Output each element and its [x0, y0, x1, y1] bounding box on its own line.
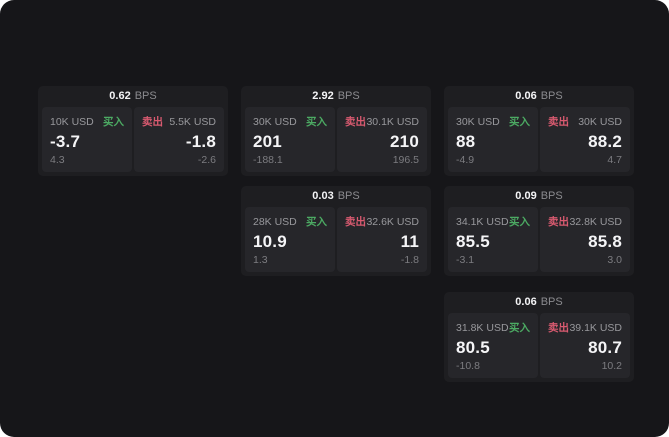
- quote-card: 0.62 BPS 10K USD 买入 -3.7 4.3 卖出 5.5K USD…: [38, 86, 228, 176]
- bps-header: 0.06 BPS: [448, 292, 630, 313]
- quote-card: 2.92 BPS 30K USD 买入 201 -188.1 卖出 30.1K …: [241, 86, 431, 176]
- sell-side-label: 卖出: [345, 116, 366, 128]
- buy-sub-value: -188.1: [253, 154, 283, 166]
- bps-header: 0.09 BPS: [448, 186, 630, 207]
- bps-unit-label: BPS: [540, 190, 563, 202]
- bps-header: 0.03 BPS: [245, 186, 427, 207]
- quote-card: 0.09 BPS 34.1K USD 买入 85.5 -3.1 卖出 32.8K…: [444, 186, 634, 276]
- sell-sub-value: 10.2: [601, 360, 622, 372]
- buy-side-label: 买入: [509, 116, 530, 128]
- bps-unit-label: BPS: [337, 90, 360, 102]
- buy-amount: 30K USD: [253, 115, 297, 128]
- bps-value: 0.09: [515, 190, 537, 202]
- bps-unit-label: BPS: [337, 190, 360, 202]
- buy-sub-value: -3.1: [456, 254, 475, 266]
- sell-price: -1.8: [185, 131, 216, 151]
- sell-price: 80.7: [588, 337, 622, 357]
- sell-price: 88.2: [588, 131, 622, 151]
- sell-panel[interactable]: 卖出 30K USD 88.2 4.7: [540, 107, 630, 172]
- buy-price: 85.5: [456, 231, 490, 251]
- sell-sub-value: -2.6: [197, 154, 216, 166]
- buy-side-label: 买入: [103, 116, 124, 128]
- buy-price: 10.9: [253, 231, 287, 251]
- buy-side-label: 买入: [306, 116, 327, 128]
- sell-sub-value: 4.7: [607, 154, 622, 166]
- bps-value: 0.06: [515, 296, 537, 308]
- buy-amount: 34.1K USD: [456, 215, 509, 228]
- buy-price: 88: [456, 131, 476, 151]
- bps-header: 0.62 BPS: [42, 86, 224, 107]
- bps-unit-label: BPS: [134, 90, 157, 102]
- sell-sub-value: 196.5: [392, 154, 419, 166]
- quote-card: 0.06 BPS 30K USD 买入 88 -4.9 卖出 30K USD 8…: [444, 86, 634, 176]
- sell-amount: 5.5K USD: [169, 115, 216, 128]
- buy-price: 201: [253, 131, 282, 151]
- bps-unit-label: BPS: [540, 90, 563, 102]
- sell-side-label: 卖出: [548, 116, 569, 128]
- sell-sub-value: 3.0: [607, 254, 622, 266]
- bps-value: 0.06: [515, 90, 537, 102]
- sell-panel[interactable]: 卖出 39.1K USD 80.7 10.2: [540, 313, 630, 378]
- sell-panel[interactable]: 卖出 32.6K USD 11 -1.8: [337, 207, 427, 272]
- sell-price: 11: [400, 231, 419, 251]
- sell-panel[interactable]: 卖出 5.5K USD -1.8 -2.6: [134, 107, 224, 172]
- buy-panel[interactable]: 10K USD 买入 -3.7 4.3: [42, 107, 132, 172]
- buy-side-label: 买入: [509, 322, 530, 334]
- buy-sub-value: -4.9: [456, 154, 475, 166]
- buy-price: 80.5: [456, 337, 490, 357]
- sell-sub-value: -1.8: [400, 254, 419, 266]
- bps-unit-label: BPS: [540, 296, 563, 308]
- sell-amount: 30K USD: [578, 115, 622, 128]
- buy-panel[interactable]: 34.1K USD 买入 85.5 -3.1: [448, 207, 538, 272]
- bps-value: 0.03: [312, 190, 334, 202]
- buy-panel[interactable]: 28K USD 买入 10.9 1.3: [245, 207, 335, 272]
- sell-side-label: 卖出: [548, 216, 569, 228]
- sell-panel[interactable]: 卖出 30.1K USD 210 196.5: [337, 107, 427, 172]
- buy-sub-value: 4.3: [50, 154, 65, 166]
- buy-amount: 31.8K USD: [456, 321, 509, 334]
- sell-side-label: 卖出: [142, 116, 163, 128]
- buy-amount: 28K USD: [253, 215, 297, 228]
- buy-side-label: 买入: [509, 216, 530, 228]
- bps-header: 0.06 BPS: [448, 86, 630, 107]
- bps-value: 0.62: [109, 90, 131, 102]
- buy-sub-value: -10.8: [456, 360, 480, 372]
- buy-sub-value: 1.3: [253, 254, 268, 266]
- buy-amount: 30K USD: [456, 115, 500, 128]
- sell-amount: 30.1K USD: [366, 115, 419, 128]
- sell-amount: 32.6K USD: [366, 215, 419, 228]
- buy-price: -3.7: [50, 131, 81, 151]
- sell-side-label: 卖出: [345, 216, 366, 228]
- bps-value: 2.92: [312, 90, 334, 102]
- buy-side-label: 买入: [306, 216, 327, 228]
- sell-price: 210: [390, 131, 419, 151]
- quote-card: 0.06 BPS 31.8K USD 买入 80.5 -10.8 卖出 39.1…: [444, 292, 634, 382]
- sell-side-label: 卖出: [548, 322, 569, 334]
- bps-header: 2.92 BPS: [245, 86, 427, 107]
- buy-panel[interactable]: 31.8K USD 买入 80.5 -10.8: [448, 313, 538, 378]
- sell-amount: 39.1K USD: [569, 321, 622, 334]
- buy-amount: 10K USD: [50, 115, 94, 128]
- quote-card: 0.03 BPS 28K USD 买入 10.9 1.3 卖出 32.6K US…: [241, 186, 431, 276]
- buy-panel[interactable]: 30K USD 买入 88 -4.9: [448, 107, 538, 172]
- sell-price: 85.8: [588, 231, 622, 251]
- buy-panel[interactable]: 30K USD 买入 201 -188.1: [245, 107, 335, 172]
- sell-panel[interactable]: 卖出 32.8K USD 85.8 3.0: [540, 207, 630, 272]
- sell-amount: 32.8K USD: [569, 215, 622, 228]
